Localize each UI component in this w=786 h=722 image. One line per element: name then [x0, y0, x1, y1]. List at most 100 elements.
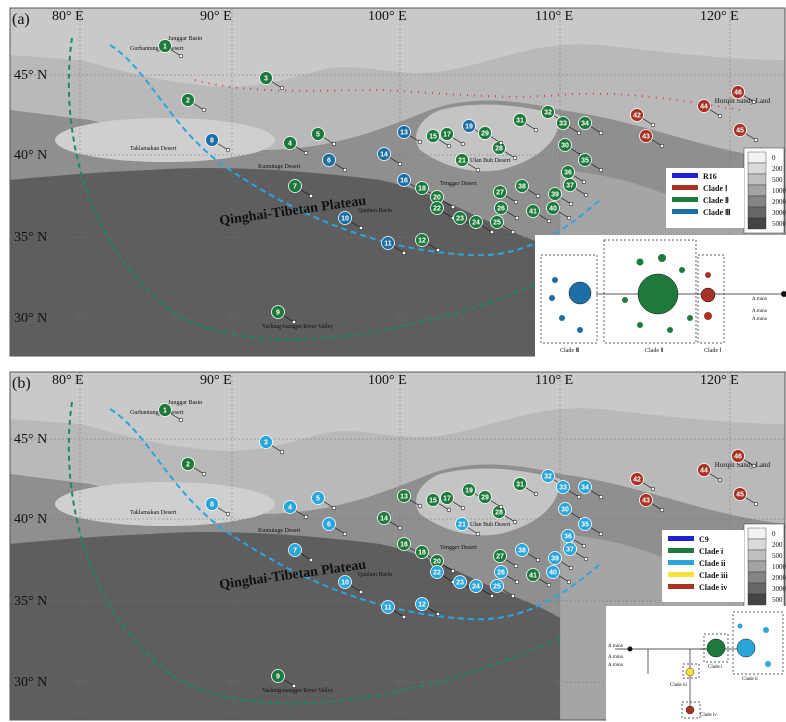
sample-location-dot	[201, 471, 207, 477]
population-marker	[430, 565, 444, 579]
place-label: Gurbantunggut Desert	[130, 410, 184, 416]
haplotype-node	[549, 295, 555, 301]
population-site: 37	[563, 178, 589, 198]
population-site: 33	[556, 480, 582, 500]
lat-label: 40° N	[14, 148, 47, 163]
sample-location-dot	[475, 167, 481, 173]
population-number: 5	[316, 131, 320, 138]
population-site: 31	[513, 477, 539, 497]
sample-location-dot	[460, 141, 466, 147]
haplotype-network-inset: Clade Ⅲ Clade Ⅱ Clade Ⅰ A.mino A.mino A.…	[535, 235, 786, 357]
sample-location-dot	[460, 505, 466, 511]
population-site: 38	[515, 179, 541, 199]
place-label: Tengger Desert	[440, 181, 477, 187]
place-label: Taklamakan Desert	[130, 146, 177, 152]
haplotype-node	[658, 254, 666, 262]
population-marker	[697, 463, 711, 477]
sample-location-dot	[717, 113, 723, 119]
population-site: 30	[558, 502, 584, 522]
population-marker	[430, 201, 444, 215]
map-svg-b: 80° E 90° E 100° E 110° E 120° E 45° N 4…	[9, 371, 786, 722]
sample-location-dot	[566, 579, 572, 585]
sample-location-dot	[583, 192, 589, 198]
population-number: 23	[456, 215, 464, 222]
legend-label: Clade Ⅰ	[703, 184, 727, 193]
blue-boundary-line	[109, 44, 601, 257]
clade-box	[540, 254, 598, 344]
population-number: 19	[465, 487, 473, 494]
sample-location-dot	[659, 143, 665, 149]
population-number: 15	[429, 133, 437, 140]
population-number: 25	[493, 219, 501, 226]
legend-label: Clade i	[699, 547, 724, 556]
population-number: 7	[293, 183, 297, 190]
population-marker	[259, 71, 273, 85]
sample-location-dot	[751, 463, 757, 469]
population-site: 42	[630, 472, 656, 492]
sample-location-dot	[308, 557, 314, 563]
sample-location-dot	[331, 505, 337, 511]
elev-label: 3000	[772, 585, 786, 593]
population-site: 1	[158, 39, 184, 59]
place-label: Yarlung-tsangpo River Valley	[262, 324, 333, 330]
elev-label: 1000	[772, 187, 786, 195]
population-marker	[311, 491, 325, 505]
sample-location-dot	[435, 611, 441, 617]
population-number: 44	[700, 103, 708, 110]
population-marker	[513, 477, 527, 491]
sample-location-dot	[513, 199, 519, 205]
population-marker	[548, 551, 562, 565]
population-number: 13	[400, 493, 408, 500]
population-site: 5	[311, 127, 337, 147]
population-site: 17	[440, 491, 466, 511]
population-number: 10	[341, 215, 349, 222]
population-marker	[158, 39, 172, 53]
population-number: 28	[495, 145, 503, 152]
population-number: 20	[433, 194, 441, 201]
blue-boundary-line	[109, 408, 601, 621]
place-label: Gurbantunggut Desert	[130, 46, 184, 52]
population-site: 12	[415, 233, 441, 253]
population-marker	[322, 517, 336, 531]
sample-location-dot	[512, 519, 518, 525]
elev-label: 2000	[772, 198, 786, 206]
elev-label: 500	[772, 176, 783, 184]
population-number: 28	[495, 509, 503, 516]
haplotype-node	[679, 267, 685, 273]
population-site: 38	[515, 543, 541, 563]
population-site: 45	[733, 487, 759, 507]
population-marker	[478, 490, 492, 504]
sample-location-dot	[489, 593, 495, 599]
place-label: Horqin Sandy Land	[715, 97, 771, 105]
sample-location-dot	[717, 477, 723, 483]
sample-location-dot	[401, 614, 407, 620]
population-number: 33	[559, 484, 567, 491]
population-marker	[733, 123, 747, 137]
population-site: 43	[639, 129, 665, 149]
population-marker	[546, 565, 560, 579]
population-marker	[733, 487, 747, 501]
population-number: 12	[418, 237, 426, 244]
population-site: 44	[697, 99, 723, 119]
population-marker	[397, 125, 411, 139]
population-site: 8	[205, 497, 231, 517]
population-site: 25	[490, 215, 516, 235]
population-number: 38	[518, 547, 526, 554]
population-number: 29	[481, 130, 489, 137]
population-marker	[515, 179, 529, 193]
place-label: Qaidam Basin	[358, 572, 392, 578]
elev-label: 500	[772, 596, 783, 604]
population-site: 11	[381, 236, 407, 256]
outgroup-label: A.mino	[608, 663, 624, 668]
population-marker	[181, 93, 195, 107]
population-number: 46	[734, 453, 742, 460]
population-marker	[563, 542, 577, 556]
population-number: 20	[433, 558, 441, 565]
population-number: 8	[210, 501, 214, 508]
elev-label: 200	[772, 541, 783, 549]
population-site: 31	[513, 113, 539, 133]
lon-label: 100° E	[368, 9, 407, 24]
elev-label: 200	[772, 165, 783, 173]
population-marker	[578, 517, 592, 531]
